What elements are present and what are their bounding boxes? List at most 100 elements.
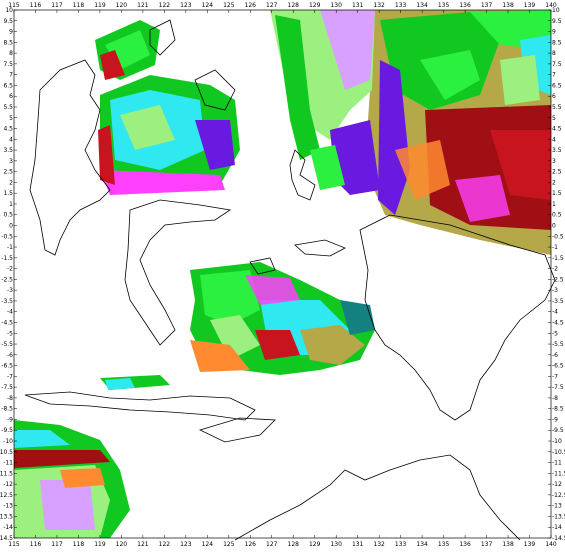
y-tick-label-left: 8 [9,50,13,57]
y-tick-label-left: -12 [3,481,13,488]
x-tick-label-top: 137 [481,2,493,9]
y-tick-label-right: 7 [552,72,556,79]
x-tick-label-bottom: 136 [459,541,471,548]
y-tick-label-right: -4.5 [552,319,564,326]
y-tick-label-left: -9 [7,416,13,423]
patch-banda-khaki [300,325,365,365]
y-tick-label-left: -10.5 [0,449,13,456]
y-tick-label-right: 8 [552,50,556,57]
y-tick-label-left: -13.5 [0,513,13,520]
x-tick-label-bottom: 140 [545,541,557,548]
patch-banda-lightgreen [210,315,260,360]
y-tick-label-left: 0 [9,223,13,230]
patch-flores-cyan [105,378,135,390]
x-tick-label-bottom: 137 [481,541,493,548]
y-tick-label-left: -3 [7,287,13,294]
patch-ne-magenta [455,175,510,222]
y-tick-label-right: -13 [552,503,562,510]
y-tick-label-left: -7 [7,373,13,380]
x-tick-label-top: 140 [545,2,557,9]
y-tick-label-right: -13.5 [552,513,565,520]
x-tick-label-top: 116 [30,2,42,9]
x-tick-label-bottom: 126 [245,541,257,548]
y-tick-label-right: -1 [552,244,558,251]
x-tick-label-bottom: 129 [309,541,321,548]
coastline-sulawesi [124,199,232,346]
y-tick-label-right: -3 [552,287,558,294]
y-tick-label-left: -10 [3,438,13,445]
y-tick-label-right: 3.5 [552,147,562,154]
y-tick-label-left: -3.5 [1,298,13,305]
y-tick-label-right: -5 [552,330,558,337]
x-tick-label-bottom: 122 [159,541,171,548]
y-tick-label-left: -11.5 [0,470,13,477]
x-tick-label-bottom: 127 [266,541,278,548]
x-tick-label-bottom: 133 [395,541,407,548]
y-tick-label-right: -12 [552,481,562,488]
x-tick-label-top: 123 [180,2,192,9]
patch-ne-bright [420,50,480,100]
coastline-mindanao [194,69,236,111]
x-tick-label-top: 126 [245,2,257,9]
y-tick-label-left: -8 [7,395,13,402]
x-tick-label-bottom: 135 [438,541,450,548]
patch-nc-green [275,15,320,160]
y-tick-label-right: -3.5 [552,298,564,305]
y-tick-label-left: 4 [9,136,13,143]
patch-ne-lightgreen [500,55,540,105]
y-tick-label-left: 7 [9,72,13,79]
y-tick-label-right: -1.5 [552,255,564,262]
x-tick-label-top: 125 [223,2,235,9]
y-tick-label-right: -7 [552,373,558,380]
x-tick-label-top: 132 [373,2,385,9]
x-tick-label-bottom: 134 [416,541,428,548]
x-tick-label-top: 133 [395,2,407,9]
x-tick-label-bottom: 116 [30,541,42,548]
patch-banda-orange [190,340,250,372]
x-tick-label-top: 115 [8,2,20,9]
y-tick-label-right: -6 [552,352,558,359]
x-tick-label-bottom: 138 [502,541,514,548]
x-tick-label-bottom: 125 [223,541,235,548]
y-tick-label-right: 5.5 [552,104,562,111]
x-tick-label-bottom: 128 [288,541,300,548]
patch-celebes-magenta-rim [100,170,225,195]
patch-banda-teal [340,300,375,335]
y-tick-label-right: -9.5 [552,427,564,434]
x-tick-label-top: 135 [438,2,450,9]
y-tick-label-left: 2 [9,179,13,186]
x-tick-label-bottom: 131 [352,541,364,548]
x-tick-label-top: 118 [73,2,85,9]
x-tick-label-top: 138 [502,2,514,9]
x-tick-label-top: 124 [202,2,214,9]
patch-ne-orange [395,140,450,200]
y-tick-label-right: 9.5 [552,18,562,25]
x-tick-label-bottom: 123 [180,541,192,548]
y-tick-label-right: -12.5 [552,492,565,499]
patch-sw-lightpurple [40,480,95,530]
x-tick-label-top: 127 [266,2,278,9]
y-tick-label-right: 0 [552,223,556,230]
y-tick-label-right: -8 [552,395,558,402]
y-tick-label-left: -0.5 [1,233,13,240]
patch-celebes-red-rim [98,125,115,185]
y-tick-label-left: 7.5 [3,61,13,68]
y-tick-label-left: 9 [9,29,13,36]
x-tick-label-top: 129 [309,2,321,9]
y-tick-label-right: -2.5 [552,276,564,283]
y-tick-label-right: 4.5 [552,126,562,133]
y-tick-label-right: 6.5 [552,82,562,89]
coastline-borneo [29,59,111,256]
y-tick-label-left: -2.5 [1,276,13,283]
y-tick-label-right: 1 [552,201,556,208]
x-tick-label-top: 128 [288,2,300,9]
y-tick-label-right: 3 [552,158,556,165]
y-tick-label-left: -1.5 [1,255,13,262]
y-tick-label-left: 6 [9,93,13,100]
coastline-halmahera [289,149,316,201]
y-tick-label-right: -11.5 [552,470,565,477]
coastline-philippines [149,19,176,56]
y-tick-label-left: -2 [7,266,13,273]
